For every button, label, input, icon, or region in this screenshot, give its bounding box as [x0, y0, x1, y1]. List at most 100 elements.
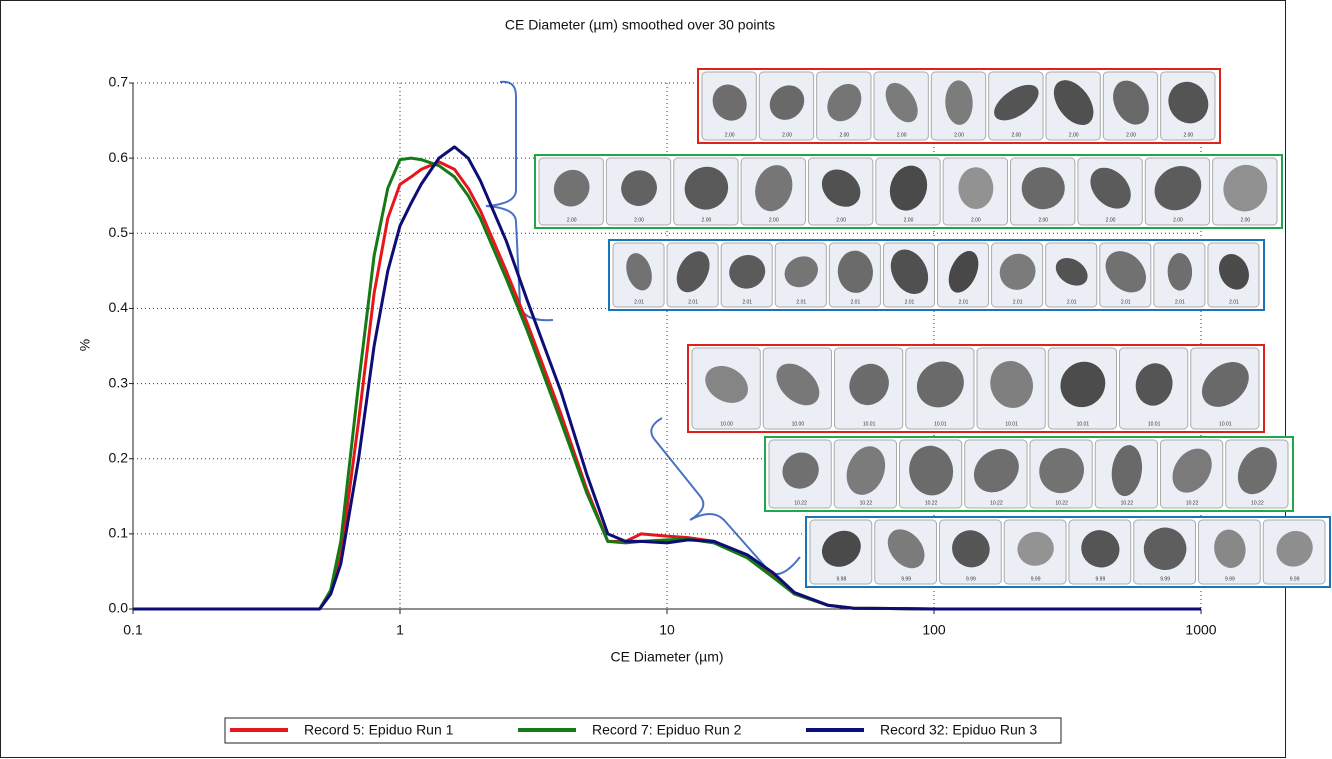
particle-label: 10.01	[1219, 421, 1232, 427]
particle-label: 2.00	[897, 132, 907, 138]
particle	[1060, 361, 1106, 408]
particle	[621, 170, 657, 206]
particle	[973, 448, 1019, 493]
particle-label: 2.00	[1183, 132, 1193, 138]
particle-label: 2.00	[769, 217, 779, 223]
particle	[769, 85, 805, 120]
particle	[1218, 254, 1249, 290]
particle	[626, 253, 652, 291]
particle-label: 9.99	[1225, 576, 1235, 582]
particle-label: 10.01	[1077, 421, 1090, 427]
particle-label: 2.00	[1011, 132, 1021, 138]
particle	[1113, 80, 1149, 125]
x-tick-label: 1000	[1185, 622, 1216, 638]
particle-label: 10.00	[720, 421, 733, 427]
particle	[846, 446, 886, 495]
particle-label: 9.99	[901, 576, 911, 582]
particle	[1111, 445, 1143, 497]
y-axis-label: %	[77, 339, 93, 351]
particle	[782, 452, 819, 489]
particle-label: 2.01	[1175, 299, 1185, 305]
legend	[224, 717, 1062, 744]
particle-label: 2.00	[782, 132, 792, 138]
y-tick-label: 0.5	[109, 224, 129, 240]
legend-label: Record 5: Epiduo Run 1	[304, 722, 454, 738]
particle	[776, 363, 820, 406]
particle	[889, 165, 928, 211]
particle-label: 2.01	[1121, 299, 1131, 305]
particle-label: 2.00	[836, 217, 846, 223]
particle	[945, 80, 973, 125]
particle-label: 2.00	[702, 217, 712, 223]
series-line	[133, 145, 1201, 611]
particle	[1276, 530, 1313, 567]
particle-label: 9.98	[837, 576, 847, 582]
x-tick-label: 1	[396, 622, 404, 638]
particle-label: 2.00	[1173, 217, 1183, 223]
particle	[553, 169, 590, 207]
particle	[1214, 529, 1246, 568]
particle-label: 10.22	[1055, 500, 1068, 506]
particle	[952, 530, 990, 568]
y-tick-label: 0.0	[109, 600, 129, 616]
particle	[1223, 164, 1268, 212]
series-line	[133, 160, 1201, 611]
particle	[994, 84, 1039, 121]
particle	[1105, 251, 1147, 293]
particle-label: 2.00	[1038, 217, 1048, 223]
x-axis-label: CE Diameter (µm)	[610, 649, 723, 665]
particle	[1167, 253, 1193, 291]
particle-label: 2.01	[905, 299, 915, 305]
particle-label: 10.01	[1148, 421, 1161, 427]
particle-label: 2.00	[954, 132, 964, 138]
particle-label: 2.01	[959, 299, 969, 305]
particle	[1172, 448, 1212, 493]
x-tick-label: 10	[659, 622, 675, 638]
particle	[837, 250, 873, 293]
particle	[1201, 362, 1249, 407]
particle-label: 10.22	[990, 500, 1003, 506]
particle-label: 2.01	[742, 299, 752, 305]
particle	[784, 256, 818, 288]
particle-label: 10.00	[792, 421, 805, 427]
particle-label: 2.00	[634, 217, 644, 223]
particle-label: 2.01	[796, 299, 806, 305]
particle-label: 10.22	[925, 500, 938, 506]
x-tick-label: 0.1	[123, 622, 143, 638]
particle-label: 2.01	[634, 299, 644, 305]
particle-label: 10.22	[1121, 500, 1134, 506]
y-tick-label: 0.4	[109, 299, 129, 315]
particle	[712, 84, 747, 121]
particle-label: 2.00	[904, 217, 914, 223]
particle	[887, 529, 925, 569]
particle	[1055, 257, 1088, 286]
particle-label: 10.01	[1005, 421, 1018, 427]
particle-label: 2.01	[688, 299, 698, 305]
particle	[1237, 446, 1277, 495]
particle	[849, 363, 889, 406]
particle	[909, 445, 954, 496]
particle-label: 10.01	[934, 421, 947, 427]
particle-label: 2.00	[1106, 217, 1116, 223]
particle-label: 2.00	[725, 132, 735, 138]
particle	[684, 166, 729, 210]
particle-label: 2.01	[1067, 299, 1077, 305]
particle-label: 10.01	[863, 421, 876, 427]
legend-label: Record 7: Epiduo Run 2	[592, 722, 742, 738]
particle	[1154, 166, 1202, 211]
particle-label: 9.99	[1290, 576, 1300, 582]
y-tick-label: 0.7	[109, 74, 129, 90]
particle	[885, 82, 918, 123]
particle	[676, 251, 710, 293]
particle	[990, 360, 1033, 408]
particle	[827, 83, 862, 122]
particle-label: 2.00	[1126, 132, 1136, 138]
particle	[729, 254, 766, 289]
chart-title: CE Diameter (µm) smoothed over 30 points	[505, 17, 775, 33]
particle	[1143, 527, 1187, 571]
particle-label: 2.01	[851, 299, 861, 305]
legend-label: Record 32: Epiduo Run 3	[880, 722, 1037, 738]
particle	[916, 361, 964, 408]
particle	[1017, 531, 1054, 566]
